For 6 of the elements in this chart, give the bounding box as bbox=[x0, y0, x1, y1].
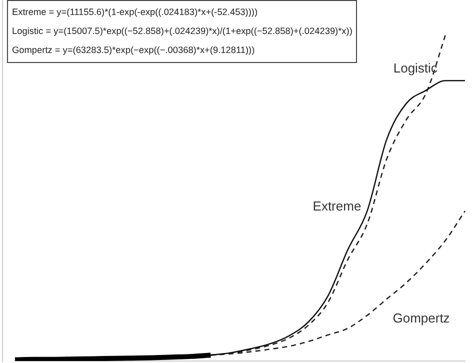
series-label: Gompertz bbox=[392, 310, 450, 326]
series-label: Extreme bbox=[312, 198, 362, 214]
series-label: Logistic bbox=[393, 60, 438, 76]
annotation: Logistic = y=(15007.5)*exp((−52.858)+(.024239)*x)/(1+exp((−52.858)+(.024239)*x)) bbox=[12, 25, 352, 38]
text: Extreme = y=(11155.6)*(1-exp(-exp((.024183)*x+(-52.453)))) bbox=[12, 6, 259, 19]
annotation: Gompertz = y=(63283.5)*exp(−exp((−.00368)*x+(9.12811))) bbox=[12, 44, 256, 57]
